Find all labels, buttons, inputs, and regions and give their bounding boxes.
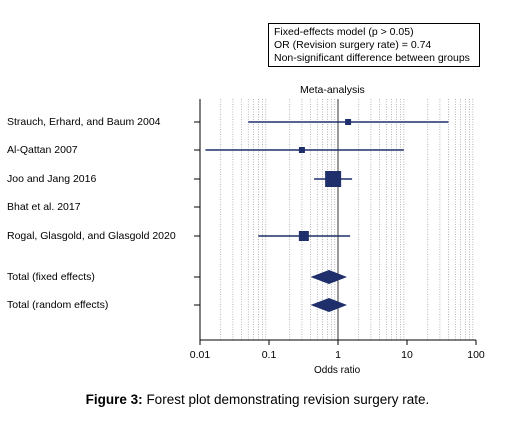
x-tick-label: 0.01 [190,349,211,361]
total-label: Total (fixed effects) [7,271,95,283]
study-label: Rogal, Glasgold, and Glasgold 2020 [7,230,176,242]
effect-square [298,231,309,241]
effect-square [345,119,352,125]
study-label: Bhat et al. 2017 [7,201,81,213]
study-label: Strauch, Erhard, and Baum 2004 [7,116,161,128]
info-line: Non-significant difference between group… [274,52,470,64]
x-tick-label: 1 [335,349,341,361]
caption-label: Figure 3: [85,392,143,407]
x-tick-label: 100 [467,349,485,361]
figure-caption: Figure 3: Forest plot demonstrating revi… [0,392,515,407]
effect-square [325,171,342,187]
caption-text: Forest plot demonstrating revision surge… [142,392,430,407]
info-line: Fixed-effects model (p > 0.05) [274,26,414,38]
study-label: Al-Qattan 2007 [7,144,78,156]
model-info-box: Fixed-effects model (p > 0.05) OR (Revis… [268,23,480,67]
x-tick-label: 10 [401,349,413,361]
effect-square [298,147,305,153]
x-tick-label: 0.1 [262,349,277,361]
study-label: Joo and Jang 2016 [7,173,97,185]
x-axis-label: Odds ratio [314,365,361,376]
chart-title: Meta-analysis [300,84,365,96]
info-line: OR (Revision surgery rate) = 0.74 [274,39,432,51]
pooled-diamond [310,298,347,312]
pooled-diamond [310,270,347,284]
total-label: Total (random effects) [7,299,109,311]
